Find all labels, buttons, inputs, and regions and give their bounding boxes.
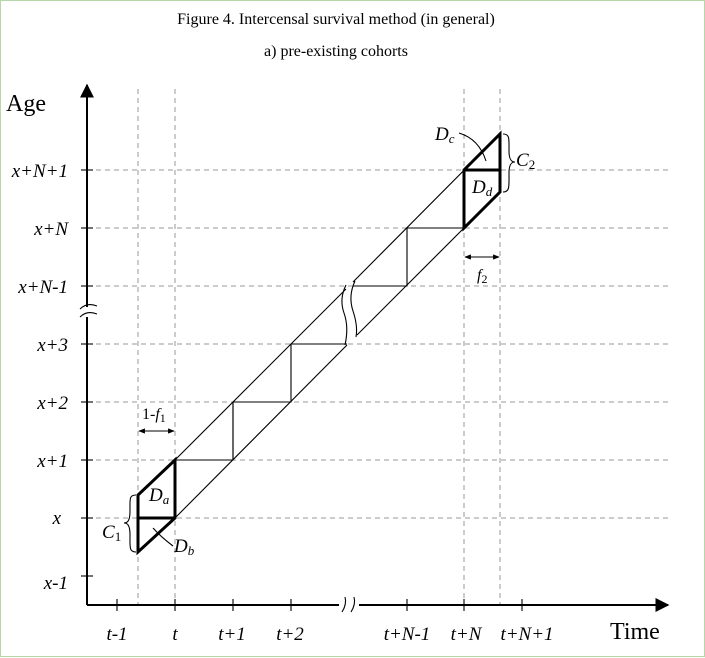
label-dd: Dd <box>471 177 493 199</box>
pointer-db <box>152 527 174 547</box>
label-dc: Dc <box>434 124 455 146</box>
figure-subtitle: a) pre-existing cohorts <box>264 43 408 60</box>
y-tick-label: x+N <box>33 219 69 240</box>
y-tick-label: x-1 <box>43 573 68 594</box>
y-tick-label: x+1 <box>36 451 68 472</box>
y-ticks <box>81 169 93 577</box>
x-tick-label: t <box>172 624 178 645</box>
start-region <box>136 456 177 556</box>
cohort-steps-right <box>353 227 464 287</box>
x-tick-label: t+1 <box>218 624 246 645</box>
pointer-dc <box>458 132 487 162</box>
y-tick-label: x+N+1 <box>11 161 68 182</box>
start-parallelogram <box>136 456 177 556</box>
band-break-right <box>350 280 358 338</box>
x-axis-break <box>339 596 359 614</box>
x-tick-label: t+N+1 <box>500 624 553 645</box>
y-tick-label: x+3 <box>36 335 68 356</box>
y-tick-labels: x-1 x x+1 x+2 x+3 x+N-1 x+N x+N+1 <box>11 161 70 594</box>
cohort-steps-left <box>175 343 347 461</box>
label-1-f1: 1-f1 <box>142 406 166 425</box>
x-tick-label: t+N <box>451 624 483 645</box>
cohort-upper-edge-left <box>174 288 347 461</box>
x-tick-label: t+N-1 <box>384 624 431 645</box>
brace-c2 <box>502 133 516 193</box>
y-tick-label: x+2 <box>36 393 68 414</box>
x-tick-labels: t-1 t t+1 t+2 t+N-1 t+N t+N+1 <box>106 624 553 645</box>
end-region <box>462 130 502 232</box>
cohort-lower-edge-left <box>174 344 348 519</box>
x-ticks <box>116 599 523 611</box>
label-c1: C1 <box>102 522 121 544</box>
label-db: Db <box>173 536 195 558</box>
y-axis-title: Age <box>6 91 46 117</box>
brace-c1 <box>123 494 137 553</box>
x-tick-label: t+2 <box>276 624 304 645</box>
x-axis-title: Time <box>610 619 660 645</box>
x-tick-label: t-1 <box>106 624 127 645</box>
vertical-gridlines <box>137 89 501 605</box>
figure-title: Figure 4. Intercensal survival method (i… <box>177 11 495 28</box>
end-parallelogram <box>462 130 502 232</box>
cohort-lower-edge-right <box>356 227 465 336</box>
label-f2: f2 <box>477 267 487 286</box>
y-tick-label: x+N-1 <box>17 277 68 298</box>
label-c2: C2 <box>516 150 535 172</box>
y-axis-break <box>79 303 98 318</box>
label-da: Da <box>148 485 170 507</box>
band-break-left <box>341 284 348 346</box>
y-tick-label: x <box>52 508 62 529</box>
